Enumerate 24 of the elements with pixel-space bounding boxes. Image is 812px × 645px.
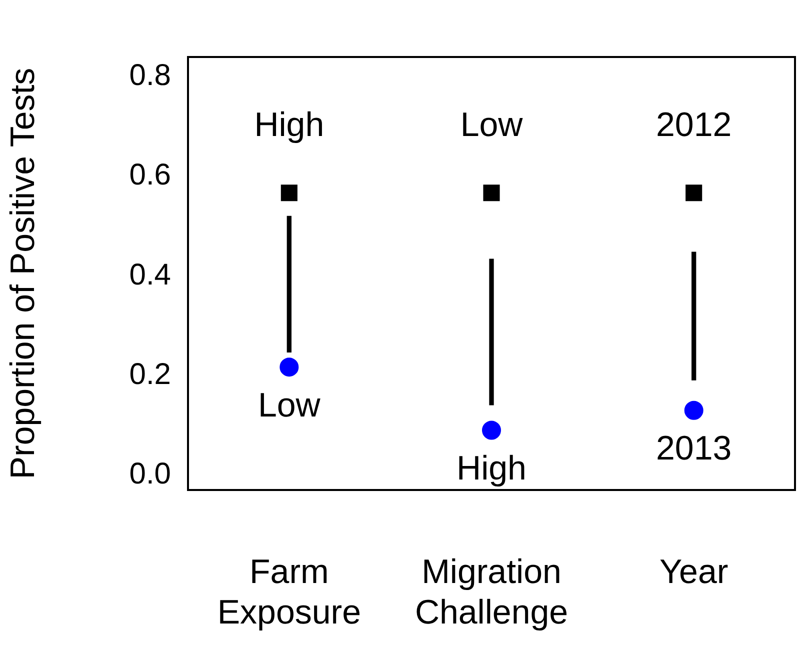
point (280, 358, 299, 377)
bar (489, 258, 494, 406)
annotation: High (456, 450, 526, 488)
x-tick-label: Migration Challenge (414, 552, 568, 632)
point (280, 184, 298, 202)
y-axis-title: Proportion of Positive Tests (4, 68, 42, 480)
y-tick-label: 0.6 (129, 158, 171, 192)
bar (692, 252, 696, 380)
point (686, 184, 702, 202)
point (482, 420, 501, 440)
annotation: 2012 (656, 106, 732, 144)
annotation: Low (460, 106, 524, 144)
x-tick-label: Year (659, 552, 728, 591)
point (483, 184, 500, 202)
y-tick-label: 0.2 (129, 358, 171, 391)
y-tick-label: 0.4 (129, 258, 171, 292)
y-tick-label: 0.0 (129, 457, 171, 490)
point (684, 400, 704, 420)
y-tick-label: 0.8 (129, 59, 171, 92)
annotation: High (254, 106, 324, 144)
annotation: 2013 (656, 430, 732, 468)
bar (286, 216, 292, 352)
x-tick-label: Farm Exposure (217, 552, 361, 632)
annotation: Low (258, 386, 321, 424)
